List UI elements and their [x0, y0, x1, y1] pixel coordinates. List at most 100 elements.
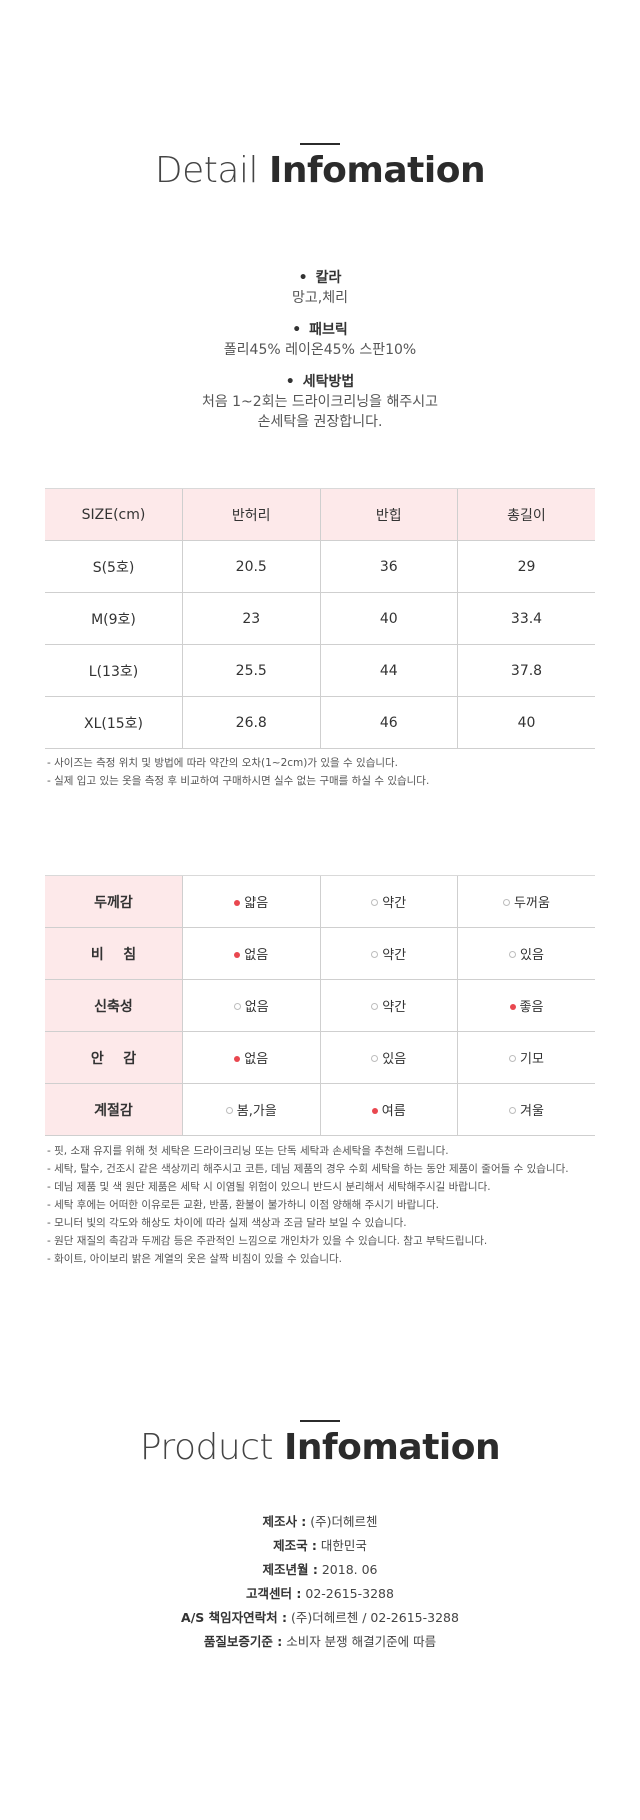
table-row: S(5호) 20.5 36 29: [45, 540, 595, 593]
product-title-light: Product: [139, 1427, 274, 1468]
product-title-bold: Infomation: [284, 1427, 501, 1468]
table-cell: 44: [319, 644, 458, 697]
unselected-dot-icon: [233, 1003, 241, 1010]
table-cell: 29: [457, 540, 595, 593]
feel-option: 얇음: [182, 875, 320, 928]
feel-option-label: 없음: [244, 948, 269, 963]
note-line: - 데님 제품 및 색 원단 제품은 세탁 시 이염될 위험이 있으니 반드시 …: [47, 1181, 491, 1193]
feel-option: 없음: [182, 1031, 320, 1084]
feel-option-label: 겨울: [520, 1104, 544, 1119]
product-line-quality: 품질보증기준 : 소비자 분쟁 해결기준에 따름: [0, 1630, 640, 1654]
table-header-row: SIZE(cm) 반허리 반힙 총길이: [45, 488, 595, 541]
size-table: SIZE(cm) 반허리 반힙 총길이 S(5호) 20.5 36 29 M(9…: [45, 488, 595, 749]
table-cell: 40: [319, 592, 458, 645]
table-header: SIZE(cm): [45, 488, 183, 541]
product-info-heading: Product Infomation: [0, 1420, 640, 1470]
table-row: M(9호) 23 40 33.4: [45, 592, 595, 645]
unselected-dot-icon: [371, 1003, 379, 1010]
feel-option: 없음: [182, 927, 320, 980]
info-item-wash: 세탁방법 처음 1~2회는 드라이크리닝을 해주시고 손세탁을 권장합니다.: [0, 372, 640, 432]
note-line: - 모니터 빛의 각도와 해상도 차이에 따라 실제 색상과 조금 달라 보일 …: [47, 1217, 407, 1229]
feel-option-label: 여름: [381, 1104, 406, 1119]
table-header: 반허리: [182, 488, 320, 541]
table-header: 반힙: [319, 488, 458, 541]
feel-option: 약간: [319, 979, 458, 1032]
product-info-list: 칼라 망고,체리 패브릭 폴리45% 레이온45% 스판10% 세탁방법 처음 …: [0, 268, 640, 444]
product-key: 제조사 :: [262, 1514, 307, 1529]
info-value: 처음 1~2회는 드라이크리닝을 해주시고: [201, 394, 439, 410]
note-line: - 사이즈는 측정 위치 및 방법에 따라 약간의 오차(1~2cm)가 있을 …: [47, 757, 399, 769]
feel-option: 약간: [319, 927, 458, 980]
feel-option: 좋음: [457, 979, 595, 1032]
table-cell: 26.8: [182, 696, 320, 749]
detail-title-light: Detail: [154, 150, 259, 191]
feel-option-label: 있음: [520, 948, 544, 963]
product-line-cs: 고객센터 : 02-2615-3288: [0, 1582, 640, 1606]
feel-option: 봄,가을: [182, 1083, 320, 1136]
product-line-maker: 제조사 : (주)더헤르첸: [0, 1510, 640, 1534]
product-key: A/S 책임자연락처 :: [181, 1610, 287, 1625]
size-notes: - 사이즈는 측정 위치 및 방법에 따라 약간의 오차(1~2cm)가 있을 …: [47, 754, 607, 790]
selected-dot-icon: [234, 951, 241, 958]
feel-option: 여름: [319, 1083, 458, 1136]
feel-label: 비 침: [45, 927, 183, 980]
feel-option: 있음: [319, 1031, 458, 1084]
note-line: - 세탁, 탈수, 건조시 같은 색상끼리 해주시고 코튼, 데님 제품의 경우…: [47, 1163, 569, 1175]
info-item-fabric: 패브릭 폴리45% 레이온45% 스판10%: [0, 320, 640, 360]
product-line-country: 제조국 : 대한민국: [0, 1534, 640, 1558]
feel-label: 신축성: [45, 979, 183, 1032]
feel-label: 안 감: [45, 1031, 183, 1084]
product-key: 품질보증기준 :: [203, 1634, 283, 1649]
note-line: - 세탁 후에는 어떠한 이유로든 교환, 반품, 환불이 불가하니 이점 양해…: [47, 1199, 439, 1211]
title-divider: [300, 1420, 340, 1422]
product-details: 제조사 : (주)더헤르첸 제조국 : 대한민국 제조년월 : 2018. 06…: [0, 1510, 640, 1654]
feel-option-label: 좋음: [519, 1000, 544, 1015]
product-key: 제조국 :: [273, 1538, 317, 1553]
feel-row: 계절감 봄,가을 여름 겨울: [45, 1083, 595, 1136]
unselected-dot-icon: [371, 951, 379, 958]
feel-option-label: 약간: [382, 948, 407, 963]
table-cell: 40: [457, 696, 595, 749]
feel-row: 안 감 없음 있음 기모: [45, 1031, 595, 1084]
feel-option-label: 얇음: [244, 896, 269, 911]
table-cell: S(5호): [45, 540, 183, 593]
feel-label: 두께감: [45, 875, 183, 928]
table-cell: 37.8: [457, 644, 595, 697]
feel-option-label: 기모: [520, 1052, 544, 1067]
selected-dot-icon: [234, 899, 241, 906]
feel-option: 없음: [182, 979, 320, 1032]
table-cell: XL(15호): [45, 696, 183, 749]
info-head: 칼라: [0, 268, 640, 288]
feel-option-label: 없음: [244, 1052, 269, 1067]
product-key: 고객센터 :: [246, 1586, 302, 1601]
feel-option: 있음: [457, 927, 595, 980]
detail-title-bold: Infomation: [268, 150, 486, 191]
product-value: (주)더헤르첸: [306, 1514, 378, 1529]
feel-option: 약간: [319, 875, 458, 928]
note-line: - 원단 재질의 촉감과 두께감 등은 주관적인 느낌으로 개인차가 있을 수 …: [47, 1235, 488, 1247]
table-cell: 46: [319, 696, 458, 749]
product-value: 02-2615-3288: [301, 1586, 394, 1601]
info-value: 손세탁을 권장합니다.: [257, 414, 383, 430]
feel-row: 신축성 없음 약간 좋음: [45, 979, 595, 1032]
info-head: 세탁방법: [0, 372, 640, 392]
detail-title: Detail Infomation: [0, 149, 640, 193]
feel-option-label: 약간: [382, 896, 407, 911]
feel-row: 비 침 없음 약간 있음: [45, 927, 595, 980]
info-value: 폴리45% 레이온45% 스판10%: [223, 342, 417, 358]
table-header: 총길이: [457, 488, 595, 541]
fabric-feel-table: 두께감 얇음 약간 두꺼움 비 침 없음 약간 있음 신축성 없음 약간 좋음 안 감 없음 있음 기모 계절감…: [45, 875, 595, 1136]
selected-dot-icon: [371, 1107, 378, 1114]
feel-option: 두꺼움: [457, 875, 595, 928]
product-key: 제조년월 :: [262, 1562, 318, 1577]
title-divider: [300, 143, 340, 145]
product-value: (주)더헤르첸 / 02-2615-3288: [287, 1610, 459, 1625]
unselected-dot-icon: [509, 951, 517, 958]
unselected-dot-icon: [509, 1055, 517, 1062]
unselected-dot-icon: [225, 1107, 233, 1114]
info-value: 망고,체리: [292, 290, 348, 306]
feel-option-label: 두꺼움: [514, 896, 550, 911]
table-row: XL(15호) 26.8 46 40: [45, 696, 595, 749]
selected-dot-icon: [234, 1055, 241, 1062]
feel-label: 계절감: [45, 1083, 183, 1136]
